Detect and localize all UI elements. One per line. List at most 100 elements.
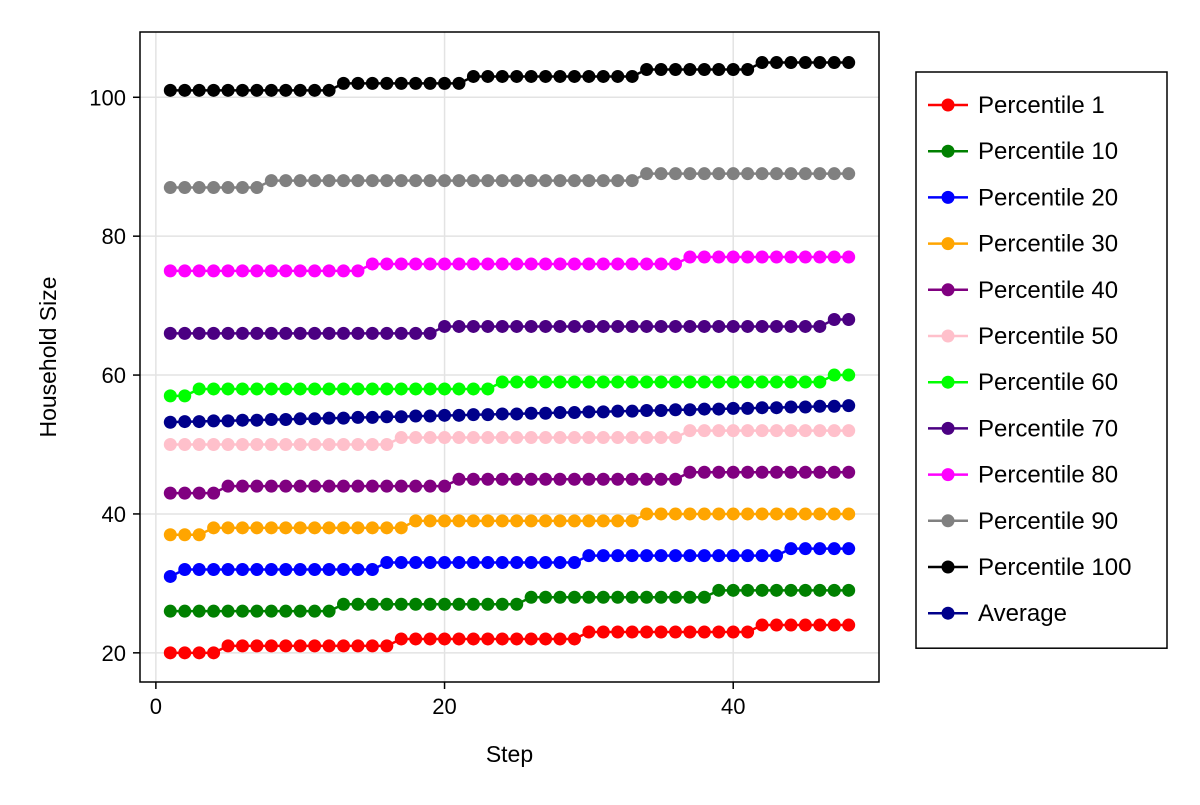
data-point	[481, 556, 495, 570]
data-point	[784, 250, 798, 264]
data-point	[755, 583, 769, 597]
legend-label: Percentile 100	[978, 554, 1131, 581]
data-point	[596, 319, 610, 333]
data-point	[596, 431, 610, 445]
data-point	[207, 382, 221, 396]
data-point	[380, 438, 394, 451]
data-point	[524, 257, 538, 271]
data-point	[755, 465, 769, 479]
data-point	[813, 167, 827, 181]
data-point	[741, 167, 755, 181]
data-point	[741, 465, 755, 479]
data-point	[380, 76, 394, 90]
data-point	[250, 438, 264, 451]
data-point	[596, 257, 610, 271]
data-point	[207, 181, 221, 195]
data-point	[842, 250, 856, 264]
data-point	[438, 174, 452, 188]
legend-swatch-marker	[941, 144, 955, 158]
data-point	[798, 400, 812, 414]
data-point	[365, 521, 379, 535]
data-point	[582, 625, 596, 639]
data-point	[726, 167, 740, 181]
data-point	[524, 632, 538, 646]
data-point	[308, 174, 322, 188]
data-point	[409, 479, 423, 493]
data-point	[438, 257, 452, 271]
data-point	[510, 472, 524, 486]
series-percentile-20	[163, 542, 856, 583]
data-point	[798, 424, 812, 438]
data-point	[481, 408, 495, 422]
data-point	[567, 69, 581, 83]
data-point	[221, 83, 235, 97]
data-point	[770, 401, 784, 415]
data-point	[582, 69, 596, 83]
data-point	[178, 563, 192, 576]
data-point	[582, 375, 596, 389]
data-point	[524, 431, 538, 445]
data-point	[668, 590, 682, 604]
data-point	[813, 507, 827, 521]
series-percentile-100	[163, 56, 856, 97]
data-point	[409, 409, 423, 423]
data-point	[755, 424, 769, 438]
data-point	[279, 413, 293, 426]
data-point	[380, 410, 394, 424]
data-point	[539, 590, 553, 604]
data-point	[279, 382, 293, 396]
series-percentile-90	[163, 167, 856, 195]
data-point	[481, 319, 495, 333]
data-point	[611, 514, 625, 528]
data-point	[322, 604, 336, 618]
data-point	[308, 639, 322, 653]
data-point	[394, 76, 408, 90]
data-point	[539, 632, 553, 646]
data-point	[495, 174, 509, 188]
data-point	[192, 563, 206, 576]
data-point	[842, 368, 856, 382]
data-point	[322, 521, 336, 535]
data-point	[351, 410, 365, 424]
data-point	[337, 521, 351, 535]
data-point	[625, 257, 639, 271]
data-point	[827, 618, 841, 632]
data-point	[394, 556, 408, 570]
data-point	[640, 549, 654, 563]
legend-label: Percentile 10	[978, 138, 1118, 165]
data-point	[409, 382, 423, 396]
data-point	[567, 556, 581, 570]
data-point	[423, 479, 437, 493]
data-point	[755, 507, 769, 521]
data-point	[827, 167, 841, 181]
data-point	[351, 438, 365, 451]
data-point	[625, 514, 639, 528]
data-point	[221, 639, 235, 653]
data-point	[510, 597, 524, 611]
legend-label: Percentile 90	[978, 508, 1118, 535]
data-point	[351, 174, 365, 188]
data-point	[207, 438, 221, 451]
data-point	[755, 618, 769, 632]
data-point	[466, 431, 480, 445]
data-point	[596, 590, 610, 604]
data-point	[192, 83, 206, 97]
data-point	[293, 438, 307, 451]
data-point	[264, 264, 278, 278]
data-point	[337, 479, 351, 493]
data-point	[163, 83, 177, 97]
data-point	[495, 407, 509, 421]
data-point	[596, 514, 610, 528]
data-point	[250, 83, 264, 97]
data-point	[611, 472, 625, 486]
data-point	[452, 431, 466, 445]
data-point	[524, 590, 538, 604]
data-point	[308, 412, 322, 426]
data-point	[827, 368, 841, 382]
legend-swatch-marker	[941, 98, 955, 112]
data-point	[466, 69, 480, 83]
data-point	[741, 250, 755, 264]
data-point	[438, 556, 452, 570]
data-point	[755, 250, 769, 264]
grid	[140, 32, 879, 682]
